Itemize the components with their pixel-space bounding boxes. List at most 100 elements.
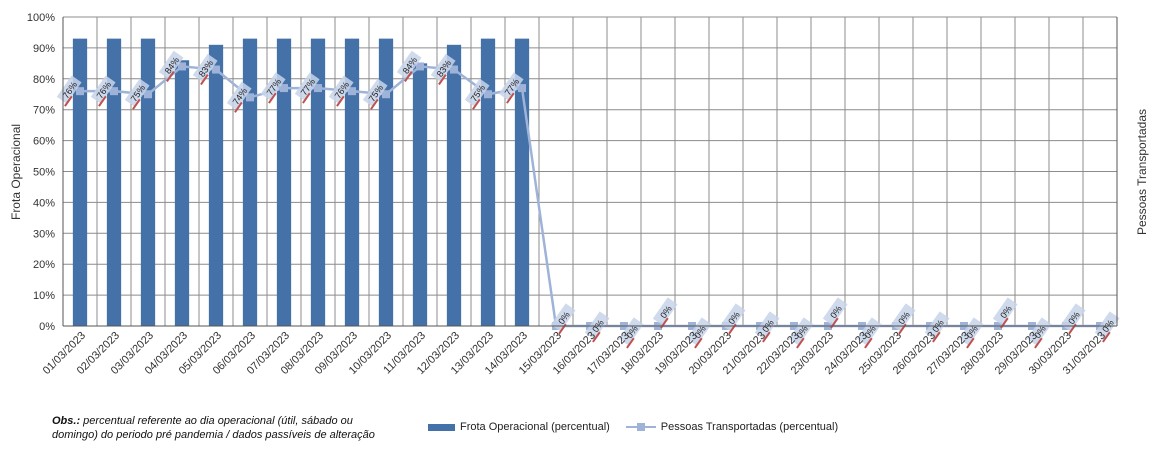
data-label-flag [200, 74, 209, 86]
y-tick-label: 10% [33, 290, 55, 302]
legend-label-pessoas: Pessoas Transportadas (percentual) [660, 421, 839, 433]
y-tick-label: 100% [27, 12, 55, 24]
bar [412, 63, 428, 326]
data-label-flag [472, 98, 481, 110]
data-label-flag [626, 337, 635, 349]
data-label-box [124, 78, 150, 107]
y-tick-label: 20% [33, 259, 55, 271]
data-label-box [1060, 303, 1086, 332]
data-label-box [550, 303, 576, 332]
data-label-box [584, 311, 610, 340]
data-label-box [362, 78, 388, 107]
data-label-box [498, 72, 524, 101]
line-point [348, 87, 356, 96]
y-tick-label: 0% [39, 321, 55, 333]
data-label-flag [268, 92, 277, 104]
y-tick-label: 90% [33, 43, 55, 55]
y-tick-label: 70% [33, 105, 55, 117]
bar [208, 44, 224, 327]
data-label-flag [234, 101, 243, 113]
bar [106, 38, 122, 326]
data-label-flag [694, 337, 703, 349]
y-tick-label: 50% [33, 167, 55, 179]
data-label-box [924, 311, 950, 340]
bar-series [72, 38, 530, 327]
data-label-flag [506, 92, 515, 104]
bar [310, 38, 326, 326]
data-label-flag [592, 331, 601, 343]
legend-item-pessoas: Pessoas Transportadas (percentual) [625, 421, 839, 433]
data-label-flag [132, 98, 141, 110]
data-label-box [618, 317, 644, 346]
y-tick-label: 60% [33, 136, 55, 148]
data-label-box [158, 50, 184, 79]
data-label-flag [1034, 337, 1043, 349]
data-label-flag [1102, 331, 1111, 343]
line-point [212, 65, 220, 74]
line-point [76, 87, 84, 96]
bar [446, 44, 462, 327]
legend-item-frota: Frota Operacional (percentual) [428, 421, 610, 433]
data-label-flag [438, 74, 447, 86]
footnote: Obs.: percentual referente ao dia operac… [52, 414, 382, 461]
data-label-box [294, 72, 320, 101]
data-label-box [822, 297, 848, 326]
data-label-box [90, 75, 116, 104]
data-label-box [992, 297, 1018, 326]
data-label-flag [370, 98, 379, 110]
line-point [518, 84, 526, 93]
line-point [280, 84, 288, 93]
bar [378, 38, 394, 326]
bar [242, 38, 258, 326]
data-label-flag [762, 331, 771, 343]
line-point [144, 90, 152, 99]
data-label-box [788, 317, 814, 346]
data-label-flag [966, 337, 975, 349]
data-label-box [1094, 311, 1120, 340]
data-label-box [958, 317, 984, 346]
data-label-box [192, 53, 218, 83]
data-label-flag [98, 95, 107, 107]
data-label-box [396, 50, 422, 79]
y2-axis-title: Pessoas Transportadas [1135, 109, 1149, 235]
data-label-box [226, 81, 252, 110]
data-label-box [328, 75, 354, 104]
line-point [110, 87, 118, 96]
data-label-flag [336, 95, 345, 107]
data-label-box [430, 53, 456, 83]
y-tick-label: 40% [33, 197, 55, 209]
bar [72, 38, 88, 326]
data-label-box [686, 317, 712, 346]
bar [480, 38, 496, 326]
footnote-text: percentual referente ao dia operacional … [52, 415, 375, 441]
data-label-box [1026, 317, 1052, 346]
line-point [450, 65, 458, 74]
line-point [246, 93, 254, 102]
y-tick-label: 30% [33, 228, 55, 240]
legend-bar-swatch [428, 423, 455, 431]
data-label-flag [302, 92, 311, 104]
data-label-box [856, 317, 882, 346]
data-label-flag [932, 331, 941, 343]
line-point [416, 62, 424, 71]
line-point [382, 90, 390, 99]
y-axis-title: Frota Operacional [9, 124, 23, 220]
data-label-box [720, 303, 746, 332]
bar [344, 38, 360, 326]
data-label: 74% [226, 81, 252, 113]
data-label-flag [864, 337, 873, 349]
data-label-box [464, 78, 490, 107]
data-label-flag [404, 71, 413, 82]
data-label-box [652, 297, 678, 326]
line-point [484, 90, 492, 99]
legend: Frota Operacional (percentual) Pessoas T… [428, 421, 848, 433]
footnote-label: Obs.: [52, 415, 81, 427]
bar [276, 38, 292, 326]
legend-line-swatch [625, 422, 656, 432]
data-label-box [260, 72, 286, 101]
data-label-flag [796, 337, 805, 349]
data-label-flag [64, 95, 73, 107]
data-label-box [754, 311, 780, 340]
bar [174, 60, 190, 326]
